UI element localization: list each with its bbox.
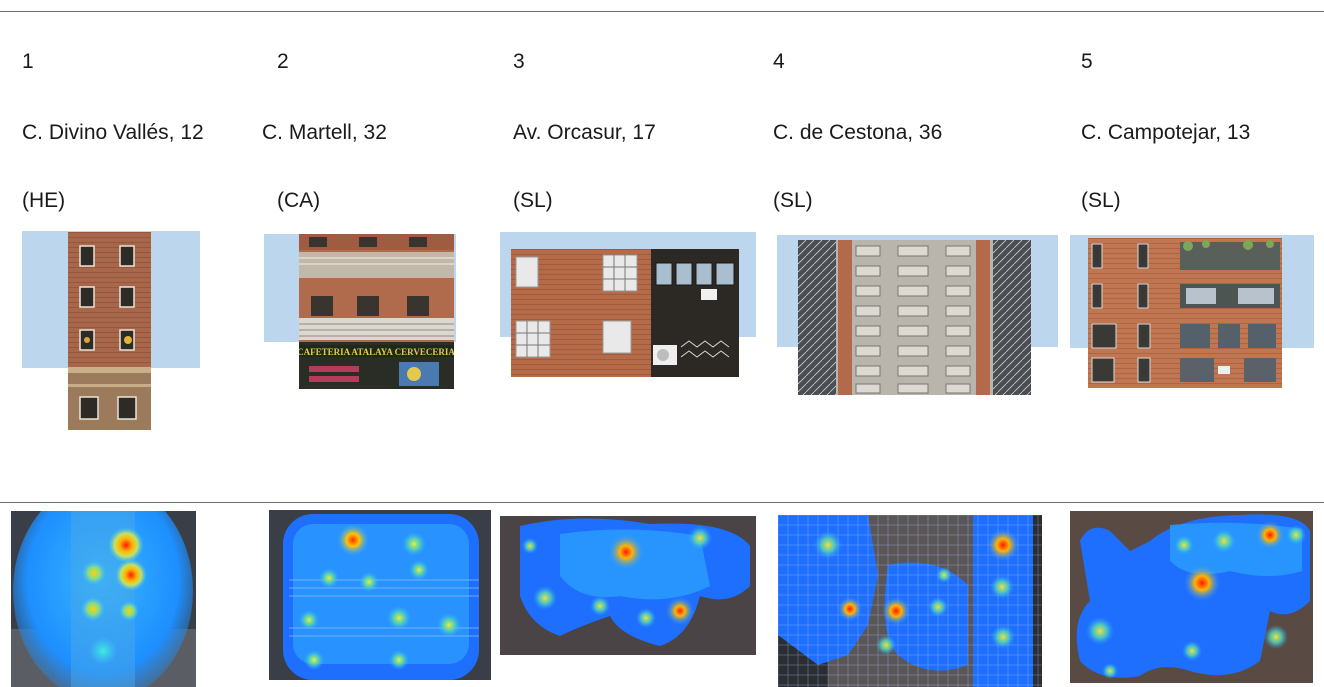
column-number: 3: [513, 50, 525, 73]
cafeteria-sign: CAFETERIA ATALAYA CERVECERIA: [299, 347, 454, 357]
column-address: C. Divino Vallés, 12: [22, 121, 204, 144]
top-rule: [0, 11, 1324, 12]
column-number: 2: [277, 50, 289, 73]
column-address: C. de Cestona, 36: [773, 121, 943, 144]
facade-photo-3: [511, 249, 739, 377]
heatmap-1: [11, 511, 196, 687]
column-code: (SL): [513, 189, 553, 212]
facade-photo-4: [798, 240, 1031, 395]
heatmap-3: [500, 516, 756, 655]
column-number: 4: [773, 50, 785, 73]
column-code: (SL): [1081, 189, 1121, 212]
column-code: (SL): [773, 189, 813, 212]
middle-rule: [0, 502, 1324, 503]
column-code: (CA): [277, 189, 321, 212]
column-number: 1: [22, 50, 34, 73]
facade-photo-5: [1088, 238, 1282, 388]
facade-photo-1: [68, 232, 151, 430]
column-code: (HE): [22, 189, 66, 212]
column-address: C. Campotejar, 13: [1081, 121, 1251, 144]
column-number: 5: [1081, 50, 1093, 73]
column-address: C. Martell, 32: [262, 121, 387, 144]
facade-photo-2: CAFETERIA ATALAYA CERVECERIA: [299, 234, 454, 389]
heatmap-5: [1070, 511, 1313, 683]
heatmap-2: [269, 510, 491, 680]
column-address: Av. Orcasur, 17: [513, 121, 656, 144]
heatmap-4: [778, 515, 1042, 687]
